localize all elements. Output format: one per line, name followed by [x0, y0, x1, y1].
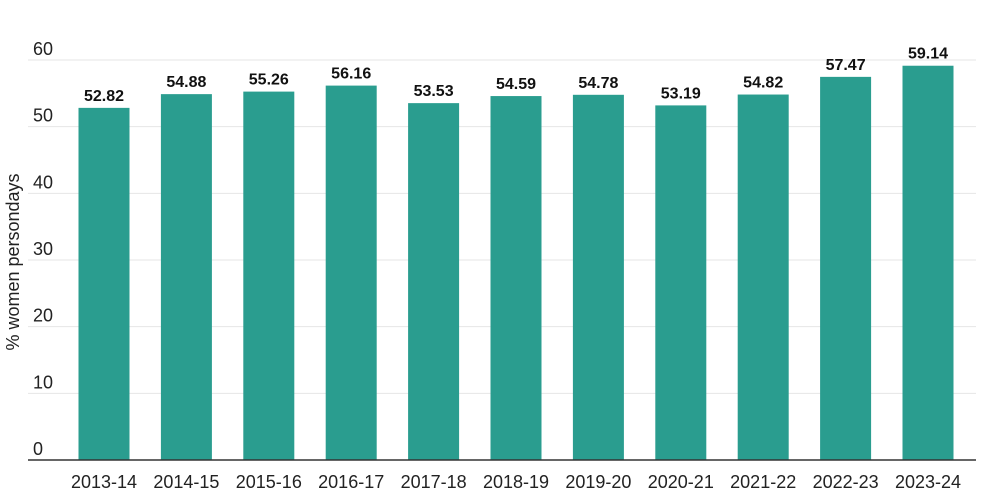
bar: [78, 107, 130, 460]
bar: [243, 91, 295, 460]
data-label: 54.82: [743, 75, 783, 92]
y-tick-label: 60: [33, 39, 53, 59]
x-tick-label: 2013-14: [71, 472, 137, 492]
x-tick-label: 2017-18: [401, 472, 467, 492]
y-tick-label: 30: [33, 239, 53, 259]
bar: [820, 76, 872, 460]
y-axis-title: % women persondays: [3, 173, 23, 350]
x-tick-label: 2015-16: [236, 472, 302, 492]
bar: [325, 85, 377, 460]
bar: [160, 94, 212, 460]
x-tick-label: 2018-19: [483, 472, 549, 492]
data-label: 59.14: [908, 46, 948, 63]
data-label: 54.88: [166, 74, 206, 91]
data-label: 57.47: [826, 57, 866, 74]
x-tick-label: 2022-23: [813, 472, 879, 492]
data-label: 53.53: [414, 83, 454, 100]
bar: [572, 94, 624, 461]
bar: [655, 105, 707, 461]
x-tick-label: 2021-22: [730, 472, 796, 492]
y-tick-label: 10: [33, 372, 53, 392]
data-label: 55.26: [249, 72, 289, 89]
x-tick-label: 2023-24: [895, 472, 961, 492]
x-tick-label: 2014-15: [153, 472, 219, 492]
bar: [737, 94, 789, 461]
bar: [490, 96, 542, 461]
x-axis-categories: 2013-14 2014-15 2015-16 2016-17 2017-18 2018-…: [71, 472, 961, 492]
y-tick-label: 0: [33, 439, 43, 459]
data-label: 52.82: [84, 88, 124, 105]
x-tick-label: 2019-20: [565, 472, 631, 492]
x-tick-label: 2020-21: [648, 472, 714, 492]
bar: [902, 65, 954, 460]
x-tick-label: 2016-17: [318, 472, 384, 492]
y-tick-label: 20: [33, 306, 53, 326]
y-tick-label: 50: [33, 106, 53, 126]
data-label: 53.19: [661, 85, 701, 102]
data-label: 54.59: [496, 76, 536, 93]
y-axis-ticks: 0 10 20 30 40 50 60: [33, 39, 53, 459]
y-tick-label: 40: [33, 172, 53, 192]
bar: [408, 103, 460, 460]
bars: [78, 65, 954, 461]
data-label: 56.16: [331, 66, 371, 83]
data-label: 54.78: [578, 75, 618, 92]
data-labels: 52.82 54.88 55.26 56.16 53.53 54.59 54.78 53.19…: [84, 46, 948, 105]
